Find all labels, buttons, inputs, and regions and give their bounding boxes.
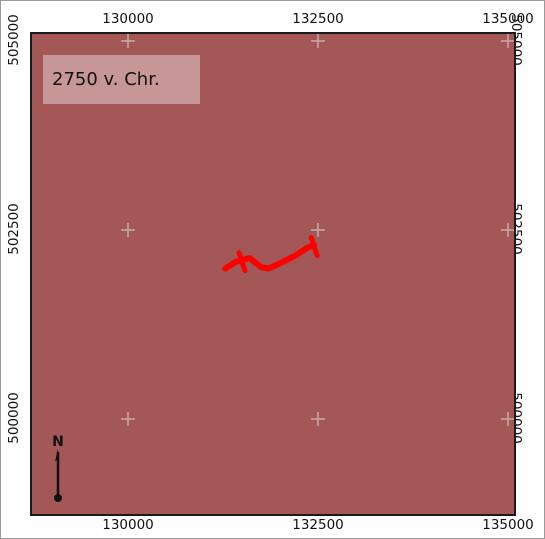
grid-cross [121, 223, 135, 237]
north-label: N [52, 434, 64, 450]
grid-cross [121, 412, 135, 426]
grid-cross [311, 412, 325, 426]
x-tick-top-3: 135000 [482, 11, 534, 27]
x-tick-bottom-2: 132500 [292, 517, 344, 533]
grid-cross [501, 223, 514, 237]
grid-cross [311, 34, 325, 48]
map-svg: N [32, 34, 514, 514]
grid-cross [311, 223, 325, 237]
grid-cross [501, 412, 514, 426]
x-tick-top-1: 130000 [102, 11, 154, 27]
north-arrow: N [52, 434, 64, 502]
map-canvas[interactable]: N 2750 v. Chr. [30, 32, 516, 516]
x-tick-bottom-1: 130000 [102, 517, 154, 533]
route-cross-mark [236, 250, 248, 274]
grid-cross [121, 34, 135, 48]
route-cross-mark [308, 235, 320, 259]
year-label: 2750 v. Chr. [52, 69, 160, 90]
y-tick-left-3: 500000 [6, 392, 22, 444]
grid-crosses [121, 34, 514, 426]
grid-cross [501, 34, 514, 48]
year-label-box: 2750 v. Chr. [43, 55, 200, 104]
map-background [32, 34, 514, 514]
x-tick-top-2: 132500 [292, 11, 344, 27]
route-layer [222, 235, 320, 274]
y-tick-left-1: 505000 [6, 14, 22, 66]
x-tick-bottom-3: 135000 [482, 517, 534, 533]
y-tick-left-2: 502500 [6, 203, 22, 255]
